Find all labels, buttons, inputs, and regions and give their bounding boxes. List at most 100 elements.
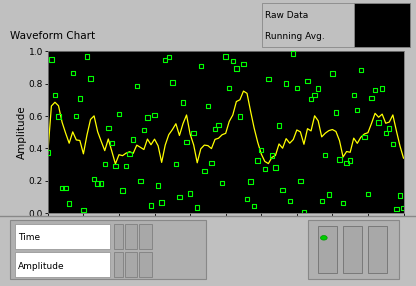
Point	[48, 57, 55, 62]
Point	[144, 115, 151, 120]
Point	[155, 183, 161, 188]
Point	[333, 110, 339, 115]
Point	[301, 210, 307, 214]
Point	[379, 86, 386, 91]
Point	[112, 164, 119, 168]
Point	[343, 160, 350, 165]
Point	[169, 80, 176, 85]
Point	[208, 160, 215, 165]
X-axis label: Time: Time	[213, 228, 238, 238]
Point	[361, 134, 368, 139]
Point	[400, 206, 407, 210]
Point	[297, 179, 304, 183]
Point	[354, 108, 361, 112]
Point	[119, 188, 126, 193]
Point	[123, 164, 129, 168]
Point	[283, 81, 290, 86]
Point	[187, 191, 193, 196]
Point	[176, 195, 183, 200]
Point	[215, 122, 222, 127]
Point	[247, 179, 254, 184]
Point	[198, 64, 204, 68]
Point	[244, 196, 250, 201]
Point	[137, 178, 144, 183]
Point	[272, 165, 279, 170]
Point	[325, 192, 332, 197]
Point	[240, 62, 247, 66]
Point	[381, 4, 388, 9]
Point	[262, 167, 268, 172]
Point	[55, 114, 62, 119]
Point	[318, 199, 325, 203]
Point	[322, 153, 329, 157]
Point	[226, 86, 233, 90]
Point	[87, 76, 94, 81]
Point	[269, 153, 275, 158]
Point	[158, 200, 165, 205]
Point	[109, 141, 115, 146]
Point	[279, 188, 286, 192]
Point	[105, 126, 111, 131]
Point	[194, 205, 201, 210]
Point	[286, 199, 293, 203]
Point	[94, 181, 101, 186]
Point	[173, 162, 179, 166]
Point	[393, 207, 400, 211]
Point	[151, 113, 158, 117]
Point	[396, 193, 403, 198]
Point	[52, 92, 58, 97]
Point	[66, 201, 72, 206]
Point	[116, 112, 122, 116]
Point	[162, 57, 168, 62]
Point	[340, 200, 347, 205]
Point	[347, 158, 354, 163]
Point	[191, 131, 197, 135]
Point	[294, 86, 300, 91]
Point	[304, 79, 311, 84]
Point	[386, 126, 393, 131]
Point	[357, 67, 364, 72]
Point	[276, 123, 282, 128]
Text: Time: Time	[18, 233, 40, 242]
Point	[219, 181, 225, 186]
Point	[134, 84, 140, 88]
Point	[308, 97, 314, 101]
Point	[350, 93, 357, 98]
Point	[130, 137, 136, 142]
Point	[311, 93, 318, 98]
Point	[265, 77, 272, 82]
Point	[329, 71, 336, 76]
Point	[126, 152, 133, 156]
Point	[389, 142, 396, 146]
Point	[80, 207, 87, 212]
Point	[59, 186, 65, 190]
Point	[237, 114, 243, 119]
Point	[183, 140, 190, 144]
Point	[375, 120, 382, 125]
Point	[69, 71, 76, 76]
Point	[91, 176, 97, 181]
Y-axis label: Amplitude: Amplitude	[17, 106, 27, 159]
Point	[315, 86, 322, 91]
Point	[401, 13, 408, 17]
Point	[290, 51, 297, 56]
Point	[359, 9, 365, 14]
Point	[84, 54, 90, 59]
Text: Amplitude: Amplitude	[18, 261, 64, 271]
Point	[73, 114, 79, 118]
Point	[212, 127, 218, 131]
Point	[372, 88, 379, 92]
Point	[222, 54, 229, 59]
Text: Waveform Chart: Waveform Chart	[10, 31, 96, 41]
Point	[251, 203, 258, 208]
Point	[230, 59, 236, 63]
Point	[180, 100, 186, 105]
Point	[233, 66, 240, 71]
Point	[102, 162, 108, 166]
Text: Running Avg.: Running Avg.	[265, 32, 325, 41]
Point	[148, 203, 154, 208]
Point	[258, 148, 265, 152]
Text: Raw Data: Raw Data	[265, 11, 309, 20]
Point	[336, 157, 343, 162]
Point	[205, 104, 211, 108]
